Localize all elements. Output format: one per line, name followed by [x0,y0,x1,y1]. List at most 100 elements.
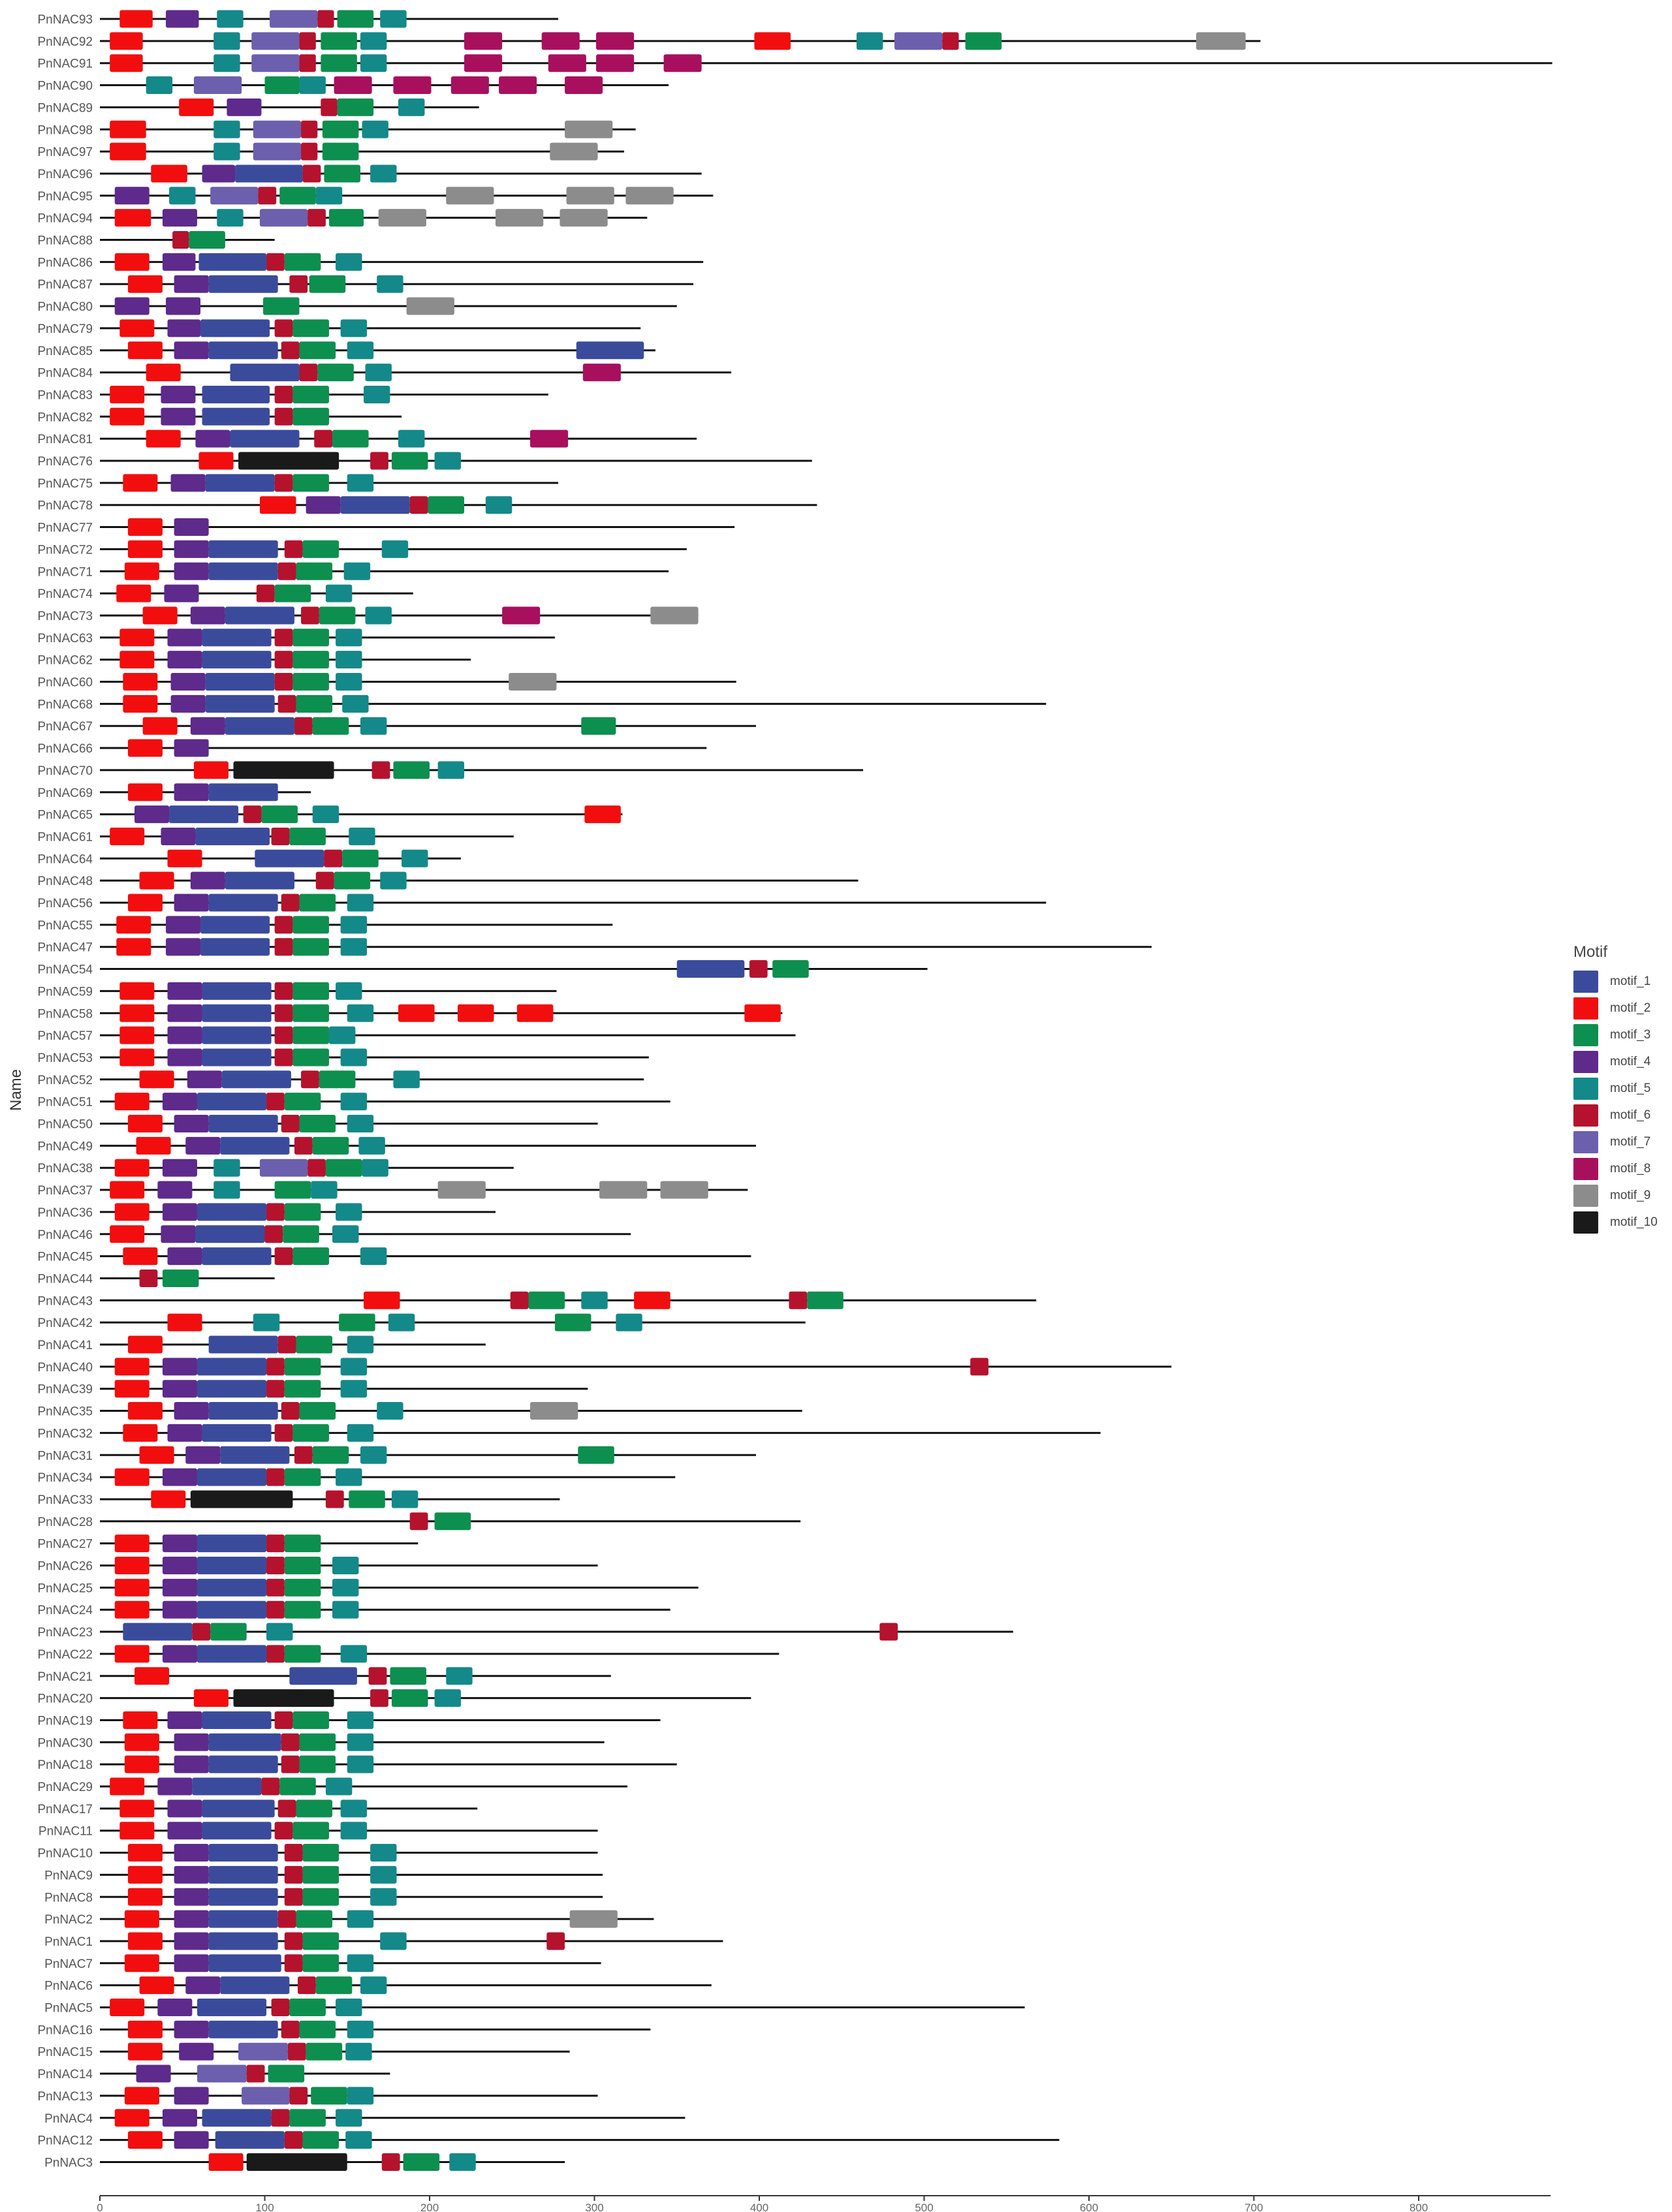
motif-box-motif-5 [213,1181,240,1199]
motif-box-motif-1 [202,407,270,426]
protein-label: PnNAC47 [38,941,93,955]
motif-box-motif-3 [321,54,357,72]
protein-row: PnNAC63 [38,629,555,647]
motif-box-motif-1 [208,1888,278,1906]
motif-box-motif-2 [114,1159,150,1177]
motif-box-motif-6 [308,209,326,227]
motif-box-motif-3 [302,1954,339,1972]
legend-label: motif_4 [1610,1054,1651,1068]
motif-box-motif-6 [266,1203,285,1221]
motif-box-motif-2 [127,894,163,912]
motif-box-motif-2 [127,1115,163,1132]
protein-label: PnNAC24 [38,1604,93,1617]
motif-box-motif-9 [378,209,426,227]
motif-box-motif-2 [110,142,146,161]
motif-box-motif-5 [332,1225,359,1243]
legend-item: motif_10 [1573,1209,1665,1236]
motif-box-motif-4 [190,871,225,890]
motif-box-motif-6 [321,98,338,116]
motif-box-motif-5 [340,1093,368,1111]
motif-box-motif-8 [393,76,432,95]
motif-box-motif-7 [251,32,300,50]
motif-box-motif-5 [381,540,409,558]
motif-box-motif-3 [296,694,333,713]
motif-box-motif-5 [446,1667,473,1685]
motif-box-motif-2 [119,982,155,1000]
x-tick-label: 800 [1410,2202,1428,2212]
motif-box-motif-8 [530,429,569,448]
motif-box-motif-1 [289,1667,357,1685]
motif-box-motif-3 [289,1999,326,2016]
protein-label: PnNAC94 [38,212,93,226]
motif-box-motif-1 [220,1446,290,1464]
motif-box-motif-4 [187,1070,222,1089]
protein-row: PnNAC14 [38,2064,390,2083]
protein-label: PnNAC35 [38,1405,93,1419]
legend-item: motif_6 [1573,1102,1665,1129]
protein-row: PnNAC38 [38,1159,514,1177]
protein-row: PnNAC91 [38,54,1553,72]
motif-box-motif-3 [342,849,379,867]
motif-box-motif-9 [560,209,608,227]
motif-box-motif-4 [170,694,206,713]
protein-label: PnNAC57 [38,1029,93,1043]
protein-label: PnNAC68 [38,698,93,711]
motif-box-motif-4 [164,584,199,602]
motif-box-motif-3 [554,1313,592,1332]
motif-box-motif-6 [281,894,300,912]
protein-label: PnNAC76 [38,455,93,469]
motif-box-motif-6 [970,1358,988,1376]
motif-box-motif-4 [166,297,201,315]
protein-row: PnNAC50 [38,1115,598,1132]
motif-box-motif-2 [116,938,151,956]
motif-box-motif-3 [279,187,316,205]
protein-row: PnNAC16 [38,2020,651,2038]
motif-box-motif-4 [174,275,209,293]
motif-box-motif-3 [292,474,329,492]
motif-box-motif-3 [391,1689,428,1707]
motif-box-motif-8 [334,76,372,95]
motif-box-motif-3 [403,2153,440,2171]
protein-row: PnNAC56 [38,894,1047,912]
motif-box-motif-1 [225,871,294,890]
protein-row: PnNAC21 [38,1667,611,1685]
protein-label: PnNAC48 [38,875,93,888]
motif-box-motif-3 [334,871,371,890]
protein-label: PnNAC23 [38,1626,93,1640]
motif-box-motif-4 [174,1954,209,1972]
motif-box-motif-2 [110,1181,145,1199]
motif-box-motif-5 [340,1358,368,1376]
motif-box-motif-4 [185,1446,221,1464]
motif-box-motif-5 [377,275,403,293]
legend-item: motif_1 [1573,968,1665,995]
motif-box-motif-7 [894,32,943,50]
motif-box-motif-3 [292,673,329,691]
motif-box-motif-5 [380,1932,407,1950]
motif-box-motif-1 [197,1380,267,1398]
motif-box-motif-3 [324,164,360,183]
motif-box-motif-1 [169,805,239,824]
motif-box-motif-7 [238,2042,288,2061]
motif-box-motif-5 [347,1755,374,1773]
motif-box-motif-4 [174,1115,209,1132]
protein-row: PnNAC94 [38,209,648,227]
motif-box-motif-10 [190,1490,293,1508]
motif-box-motif-2 [127,1932,163,1950]
motif-box-motif-3 [302,2131,339,2149]
motif-box-motif-2 [167,1313,202,1332]
protein-label: PnNAC51 [38,1096,93,1110]
protein-label: PnNAC14 [38,2068,93,2081]
protein-label: PnNAC27 [38,1538,93,1551]
motif-box-motif-3 [302,1888,339,1906]
motif-box-motif-5 [266,1623,293,1641]
motif-box-motif-5 [360,1247,387,1266]
motif-box-motif-5 [332,1600,359,1619]
motif-box-motif-2 [139,1976,174,1995]
motif-box-motif-2 [127,540,163,558]
protein-label: PnNAC31 [38,1449,93,1463]
motif-box-motif-4 [161,407,196,426]
motif-box-motif-1 [208,540,278,558]
motif-box-motif-5 [581,1291,608,1309]
motif-box-motif-5 [347,1424,374,1442]
